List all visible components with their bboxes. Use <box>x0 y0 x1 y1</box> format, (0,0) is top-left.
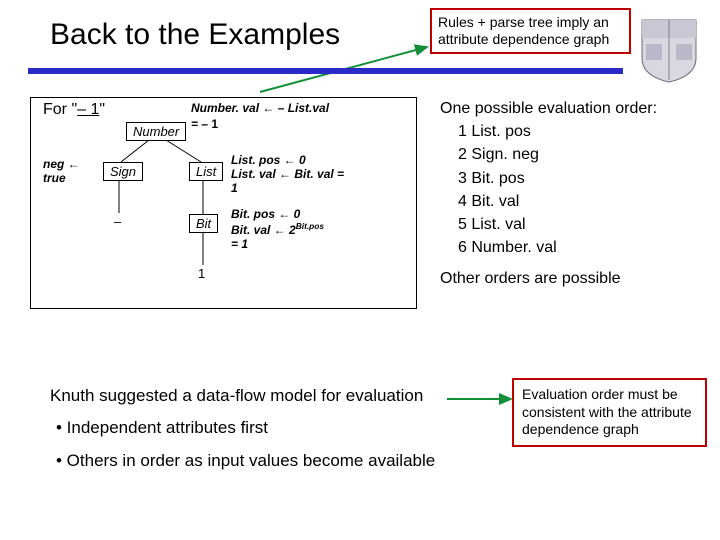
eval-item: 6 Number. val <box>458 236 657 259</box>
tree-edges <box>31 98 416 308</box>
bit-rules: Bit. pos ← 0 Bit. val ← 2Bit.pos = 1 <box>231 208 324 251</box>
list-rules: List. pos ← 0 List. val ← Bit. val = 1 <box>231 154 344 195</box>
number-rule: Number. val ← – List.val <box>191 102 329 116</box>
node-sign: Sign <box>103 162 143 181</box>
node-list: List <box>189 162 223 181</box>
rules-callout: Rules + parse tree imply an attribute de… <box>430 8 631 54</box>
knuth-line1: Knuth suggested a data-flow model for ev… <box>50 380 480 412</box>
knuth-text: Knuth suggested a data-flow model for ev… <box>50 380 480 477</box>
eval-item: 1 List. pos <box>458 120 657 143</box>
for-label: For "– 1" <box>43 101 105 119</box>
number-value: = – 1 <box>191 118 218 132</box>
eval-item: 4 Bit. val <box>458 190 657 213</box>
neg-attr: neg ← true <box>43 158 80 186</box>
eval-footer: Other orders are possible <box>440 267 657 290</box>
evaluation-order: One possible evaluation order: 1 List. p… <box>440 97 657 291</box>
eval-callout: Evaluation order must be consistent with… <box>512 378 707 447</box>
node-bit: Bit <box>189 214 218 233</box>
parse-tree-panel: For "– 1" Number. val ← – List.val = – 1… <box>30 97 417 309</box>
leaf-minus: – <box>114 214 121 229</box>
eval-item: 3 Bit. pos <box>458 167 657 190</box>
leaf-one: 1 <box>198 266 205 281</box>
logo-shield <box>640 18 698 84</box>
eval-heading: One possible evaluation order: <box>440 97 657 120</box>
title-underline <box>28 68 623 74</box>
knuth-line3: • Others in order as input values become… <box>56 445 480 477</box>
knuth-line2: • Independent attributes first <box>56 412 480 444</box>
eval-item: 2 Sign. neg <box>458 143 657 166</box>
node-number: Number <box>126 122 186 141</box>
eval-item: 5 List. val <box>458 213 657 236</box>
